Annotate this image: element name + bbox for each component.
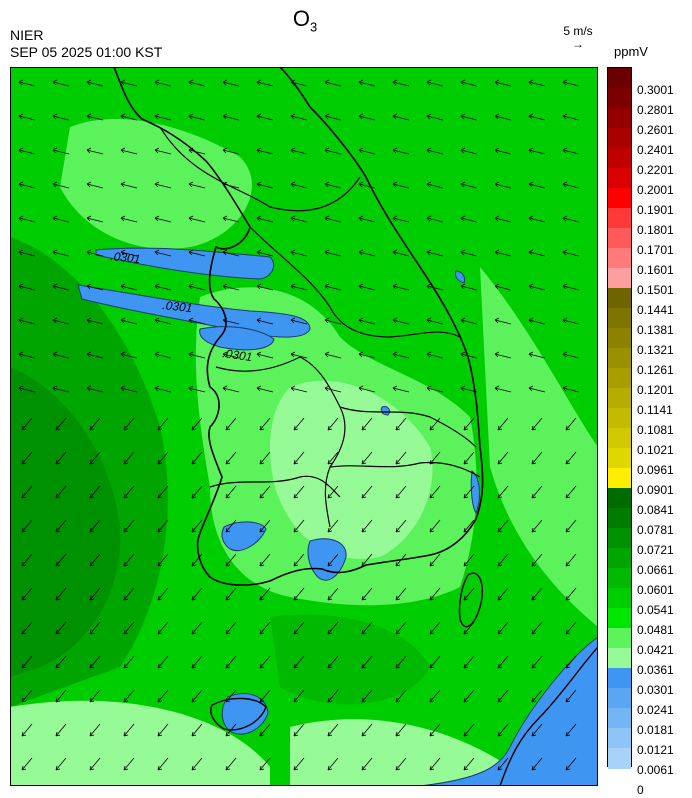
colorbar-label: 0.0781 bbox=[637, 523, 674, 537]
colorbar-segment bbox=[608, 288, 631, 309]
colorbar-label: 0.0421 bbox=[637, 643, 674, 657]
wind-reference: 5 m/s → bbox=[555, 24, 601, 50]
wind-vectors-north bbox=[10, 67, 598, 397]
colorbar-segment bbox=[608, 88, 631, 109]
wind-reference-label: 5 m/s bbox=[563, 24, 593, 38]
colorbar-label: 0.1141 bbox=[637, 403, 673, 417]
colorbar-segment bbox=[608, 528, 631, 549]
colorbar-label: 0.2601 bbox=[637, 123, 674, 137]
colorbar-segment bbox=[608, 388, 631, 409]
colorbar-segment bbox=[608, 168, 631, 189]
colorbar-label: 0.0181 bbox=[637, 723, 674, 737]
colorbar-segment bbox=[608, 448, 631, 469]
contour-label-1: .0301 bbox=[110, 249, 141, 266]
colorbar-label: 0.2401 bbox=[637, 143, 674, 157]
colorbar-segment bbox=[608, 588, 631, 609]
colorbar-label: 0.0721 bbox=[637, 543, 674, 557]
colorbar-label: 0.3001 bbox=[637, 83, 674, 97]
colorbar-segment bbox=[608, 208, 631, 229]
colorbar-label: 0.0121 bbox=[637, 743, 674, 757]
colorbar-label: 0.0361 bbox=[637, 663, 674, 677]
units-label: ppmV bbox=[614, 44, 648, 59]
colorbar-label: 0.2001 bbox=[637, 183, 674, 197]
colorbar-label: 0.1601 bbox=[637, 263, 674, 277]
colorbar-segment bbox=[608, 108, 631, 129]
colorbar-segment bbox=[608, 488, 631, 509]
colorbar-label: 0.0541 bbox=[637, 603, 674, 617]
colorbar-label: 0.0481 bbox=[637, 623, 674, 637]
colorbar-label: 0.2801 bbox=[637, 103, 674, 117]
colorbar-segment bbox=[608, 708, 631, 729]
colorbar-label: 0.0301 bbox=[637, 683, 674, 697]
colorbar-label: 0.0661 bbox=[637, 563, 674, 577]
colorbar-label: 0.1801 bbox=[637, 223, 674, 237]
colorbar-label: 0.1201 bbox=[637, 383, 674, 397]
colorbar-segment bbox=[608, 128, 631, 149]
colorbar-segment bbox=[608, 688, 631, 709]
colorbar-label: 0.0241 bbox=[637, 703, 674, 717]
colorbar-segment bbox=[608, 568, 631, 589]
wind-vectors-south bbox=[10, 397, 598, 786]
colorbar-segment bbox=[608, 748, 631, 769]
colorbar-segment bbox=[608, 668, 631, 689]
colorbar-label: 0.1021 bbox=[637, 443, 674, 457]
colorbar-segment bbox=[608, 268, 631, 289]
colorbar-label: 0.0901 bbox=[637, 483, 674, 497]
colorbar-label: 0.0961 bbox=[637, 463, 674, 477]
colorbar-segment bbox=[608, 328, 631, 349]
agency-label: NIER bbox=[10, 27, 44, 43]
colorbar-segment bbox=[608, 608, 631, 629]
contour-label-2: .0301 bbox=[162, 298, 193, 315]
colorbar-label: 0.1901 bbox=[637, 203, 674, 217]
colorbar-label: 0.0601 bbox=[637, 583, 674, 597]
colorbar-segment bbox=[608, 68, 631, 89]
colorbar-label: 0.1081 bbox=[637, 423, 674, 437]
contour-label-3: .0301 bbox=[222, 346, 254, 364]
colorbar-segment bbox=[608, 468, 631, 489]
colorbar-label: 0.0061 bbox=[637, 763, 674, 777]
colorbar-segment bbox=[608, 148, 631, 169]
colorbar-label: 0.1381 bbox=[637, 323, 674, 337]
colorbar-labels: 0.3001 0.2801 0.2601 0.2401 0.2201 0.2001 0.19… bbox=[637, 67, 692, 796]
colorbar-segment bbox=[608, 648, 631, 669]
colorbar-label: 0 bbox=[637, 783, 644, 797]
colorbar-segment bbox=[608, 308, 631, 329]
colorbar-segment bbox=[608, 428, 631, 449]
colorbar-segment bbox=[608, 628, 631, 649]
colorbar-segment bbox=[608, 188, 631, 209]
map-frame bbox=[10, 67, 598, 786]
colorbar-label: 0.1701 bbox=[637, 243, 674, 257]
colorbar-label: 0.2201 bbox=[637, 163, 674, 177]
colorbar-segment bbox=[608, 548, 631, 569]
colorbar-label: 0.1441 bbox=[637, 303, 674, 317]
colorbar-label: 0.1501 bbox=[637, 283, 674, 297]
colorbar-label: 0.1261 bbox=[637, 363, 674, 377]
map-title: O3 bbox=[292, 6, 318, 35]
colorbar-segment bbox=[608, 368, 631, 389]
colorbar-segment bbox=[608, 408, 631, 429]
colorbar-label: 0.0841 bbox=[637, 503, 674, 517]
wind-reference-arrow-icon: → bbox=[572, 37, 584, 51]
ozone-map: .0301 .0301 .0301 bbox=[10, 67, 598, 786]
colorbar-label: 0.1321 bbox=[637, 343, 674, 357]
colorbar-segment bbox=[608, 228, 631, 249]
colorbar-segment bbox=[608, 348, 631, 369]
colorbar-segment bbox=[608, 508, 631, 529]
colorbar-segment bbox=[608, 728, 631, 749]
datetime-label: SEP 05 2025 01:00 KST bbox=[10, 44, 163, 60]
colorbar-segment bbox=[608, 248, 631, 269]
colorbar bbox=[607, 67, 632, 769]
